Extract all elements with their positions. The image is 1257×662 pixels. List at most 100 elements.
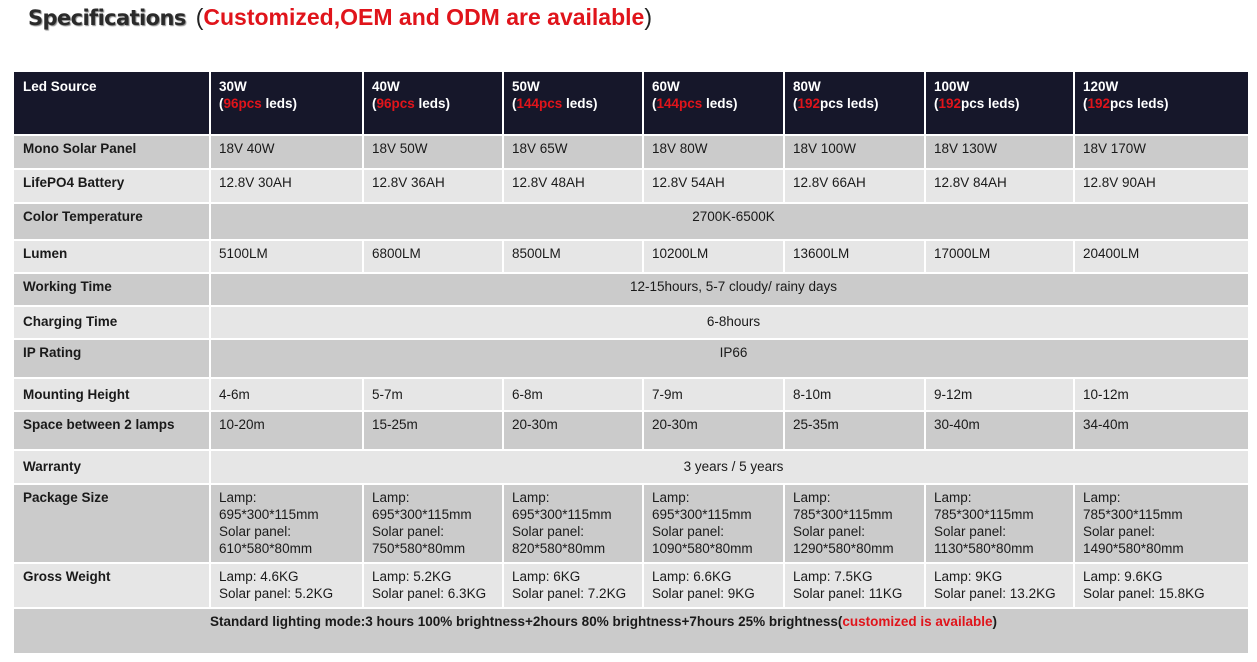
paren: ( [934, 96, 939, 111]
table-cell: 18V 130W [924, 134, 1075, 170]
table-cell: 5-7m [362, 377, 504, 412]
panel-label: Solar panel: [372, 524, 445, 539]
table-cell: 12.8V 90AH [1073, 168, 1248, 204]
panel-size: 750*580*80mm [372, 541, 466, 556]
specifications-table: Led Source 30W (96pcs leds) 40W (96pcs led… [14, 72, 1248, 653]
panel-label: Solar panel: [219, 524, 292, 539]
row-label: Mono Solar Panel [14, 134, 211, 170]
row-label: Color Temperature [14, 202, 211, 241]
watt-label: 40W [372, 79, 400, 94]
lamp-label: Lamp: [512, 490, 550, 505]
lamp-size: 785*300*115mm [934, 507, 1034, 522]
lamp-size: 695*300*115mm [219, 507, 319, 522]
lighting-mode-text: Standard lighting mode:3 hours 100% brig… [210, 614, 843, 629]
table-cell-merged: 3 years / 5 years [209, 449, 1248, 485]
lamp-weight: Lamp: 9KG [934, 569, 1003, 584]
row-label: Space between 2 lamps [14, 410, 211, 451]
table-row-working-time: Working Time 12-15hours, 5-7 cloudy/ rai… [14, 272, 1248, 307]
lamp-weight: Lamp: 4.6KG [219, 569, 299, 584]
paren: ( [219, 96, 224, 111]
table-cell: 17000LM [924, 239, 1075, 274]
panel-weight: Solar panel: 11KG [793, 586, 903, 601]
lamp-label: Lamp: [219, 490, 257, 505]
panel-label: Solar panel: [1083, 524, 1156, 539]
table-cell: 12.8V 36AH [362, 168, 504, 204]
led-count-rest: leds) [261, 96, 298, 111]
table-cell: 6-8m [502, 377, 644, 412]
table-cell: Lamp: 695*300*115mm Solar panel: 610*580*80… [209, 483, 364, 564]
led-count-red: 96pcs [223, 96, 262, 111]
table-row-mono-solar-panel: Mono Solar Panel 18V 40W 18V 50W 18V 65W… [14, 134, 1248, 170]
table-cell: 20400LM [1073, 239, 1248, 274]
header-col-60w: 60W (144pcs leds) [642, 72, 785, 136]
led-count-red: 192 [797, 96, 821, 111]
title-customization-note: Customized,OEM and ODM are available [203, 4, 645, 30]
table-row-color-temperature: Color Temperature 2700K-6500K [14, 202, 1248, 241]
panel-weight: Solar panel: 5.2KG [219, 586, 334, 601]
table-header-row: Led Source 30W (96pcs leds) 40W (96pcs led… [14, 72, 1248, 136]
table-cell: 18V 170W [1073, 134, 1248, 170]
table-cell-merged: 2700K-6500K [209, 202, 1248, 241]
lamp-label: Lamp: [793, 490, 831, 505]
lighting-mode-note: Standard lighting mode:3 hours 100% brig… [14, 607, 1248, 653]
table-cell: 30-40m [924, 410, 1075, 451]
lamp-size: 785*300*115mm [1083, 507, 1183, 522]
table-cell: 10-20m [209, 410, 364, 451]
watt-label: 100W [934, 79, 970, 94]
led-count-rest: pcs leds) [961, 96, 1020, 111]
panel-label: Solar panel: [793, 524, 866, 539]
table-cell: 8-10m [783, 377, 926, 412]
table-cell: 18V 40W [209, 134, 364, 170]
table-cell: 34-40m [1073, 410, 1248, 451]
panel-weight: Solar panel: 6.3KG [372, 586, 487, 601]
header-col-30w: 30W (96pcs leds) [209, 72, 364, 136]
led-count: (96pcs leds) [219, 95, 362, 112]
led-count-rest: leds) [414, 96, 451, 111]
paren: ( [512, 96, 517, 111]
led-count-rest: leds) [562, 96, 598, 111]
watt-label: 50W [512, 79, 540, 94]
led-count-red: 192 [938, 96, 962, 111]
table-cell: Lamp: 5.2KG Solar panel: 6.3KG [362, 562, 504, 609]
table-row-charging-time: Charging Time 6-8hours [14, 305, 1248, 340]
header-col-80w: 80W (192pcs leds) [783, 72, 926, 136]
lamp-weight: Lamp: 6KG [512, 569, 581, 584]
table-cell: 12.8V 48AH [502, 168, 644, 204]
table-cell: 12.8V 84AH [924, 168, 1075, 204]
table-cell-merged: IP66 [209, 338, 1248, 379]
header-col-100w: 100W (192pcs leds) [924, 72, 1075, 136]
panel-size: 1490*580*80mm [1083, 541, 1184, 556]
table-cell: Lamp: 695*300*115mm Solar panel: 820*580*80… [502, 483, 644, 564]
panel-weight: Solar panel: 9KG [652, 586, 755, 601]
led-count-rest: pcs leds) [820, 96, 879, 111]
panel-size: 610*580*80mm [219, 541, 313, 556]
table-cell: 4-6m [209, 377, 364, 412]
table-cell: Lamp: 785*300*115mm Solar panel: 1490*580*8… [1073, 483, 1248, 564]
watt-label: 30W [219, 79, 247, 94]
table-row-battery: LifePO4 Battery 12.8V 30AH 12.8V 36AH 12… [14, 168, 1248, 204]
table-row-gross-weight: Gross Weight Lamp: 4.6KG Solar panel: 5.2… [14, 562, 1248, 609]
panel-size: 820*580*80mm [512, 541, 606, 556]
led-count-red: 144pcs [656, 96, 703, 111]
table-cell: 18V 80W [642, 134, 785, 170]
table-cell: 6800LM [362, 239, 504, 274]
table-cell: 15-25m [362, 410, 504, 451]
led-count: (192pcs leds) [793, 95, 924, 112]
panel-label: Solar panel: [934, 524, 1007, 539]
header-col-40w: 40W (96pcs leds) [362, 72, 504, 136]
table-row-warranty: Warranty 3 years / 5 years [14, 449, 1248, 485]
watt-label: 80W [793, 79, 821, 94]
panel-label: Solar panel: [512, 524, 585, 539]
row-label: Working Time [14, 272, 211, 307]
panel-weight: Solar panel: 15.8KG [1083, 586, 1205, 601]
table-cell: Lamp: 7.5KG Solar panel: 11KG [783, 562, 926, 609]
led-count-red: 144pcs [516, 96, 563, 111]
table-cell-merged: 12-15hours, 5-7 cloudy/ rainy days [209, 272, 1248, 307]
paren: ( [372, 96, 377, 111]
led-count: (192pcs leds) [934, 95, 1073, 112]
table-cell-merged: 6-8hours [209, 305, 1248, 340]
lamp-weight: Lamp: 7.5KG [793, 569, 873, 584]
row-label: Package Size [14, 483, 211, 564]
panel-size: 1130*580*80mm [934, 541, 1034, 556]
led-count-red: 192 [1087, 96, 1111, 111]
